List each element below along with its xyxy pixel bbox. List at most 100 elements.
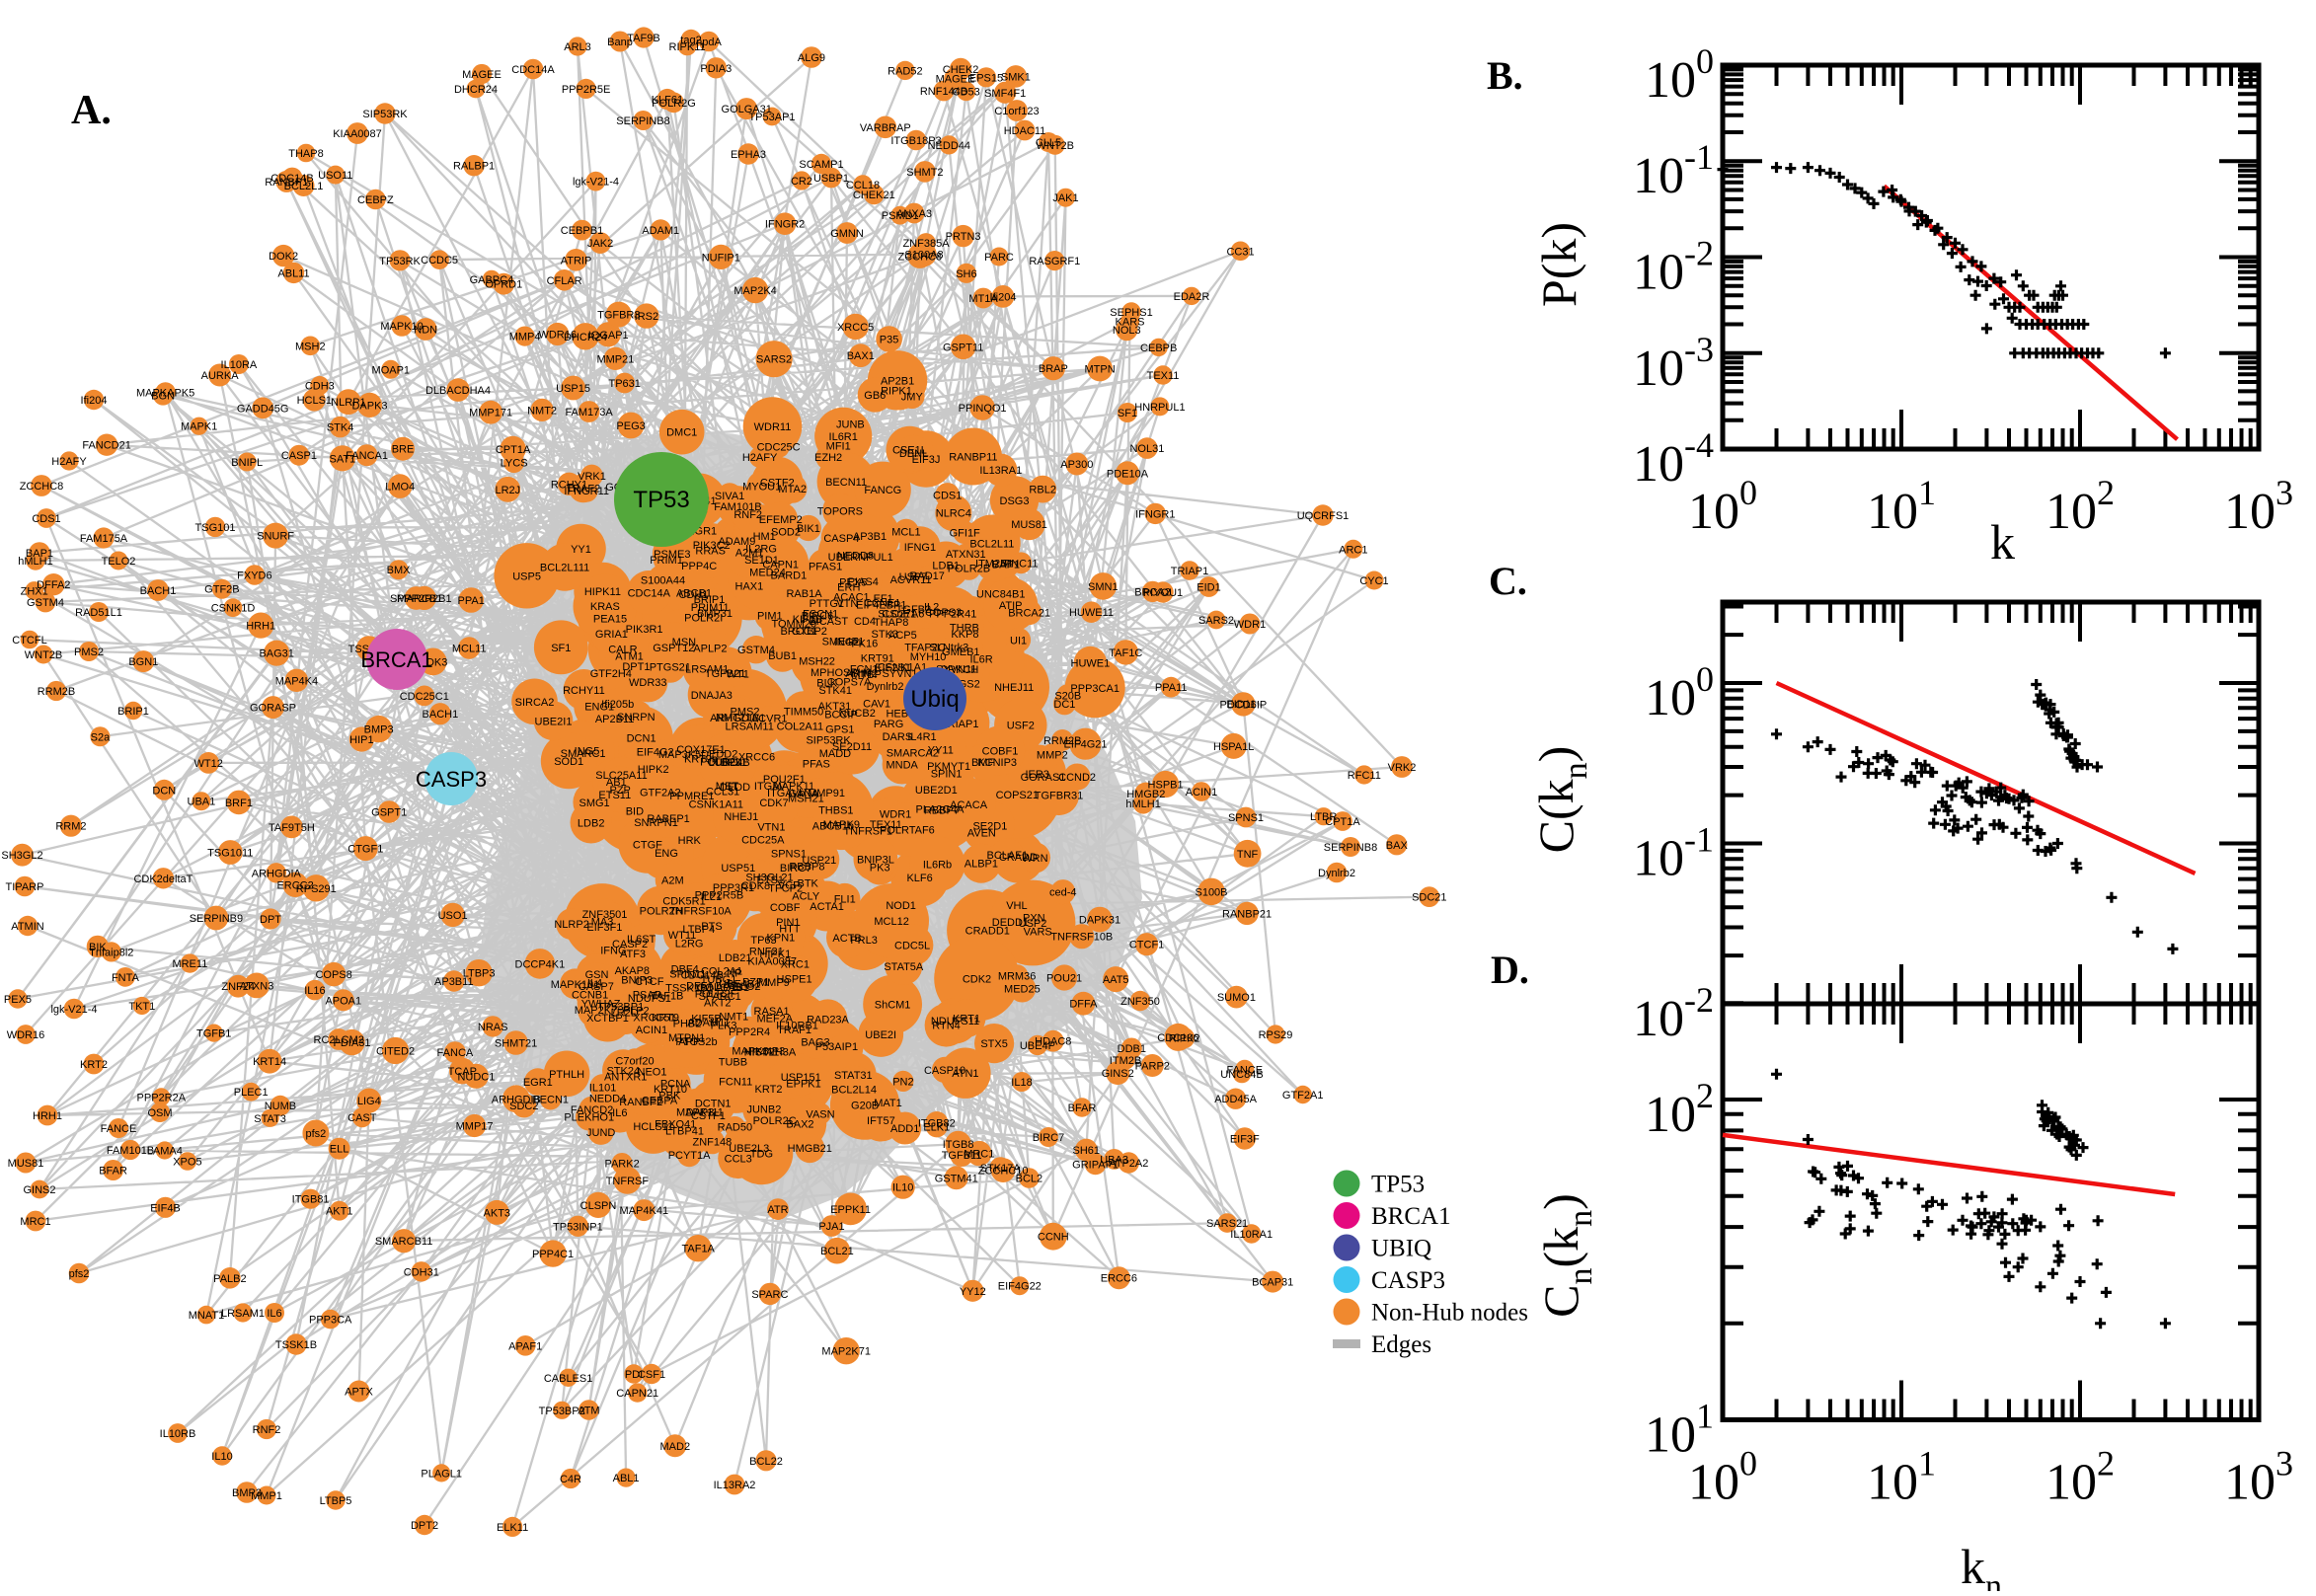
svg-text:WDR33: WDR33 xyxy=(629,677,667,689)
svg-text:DCN1: DCN1 xyxy=(627,733,656,745)
svg-text:PIN1: PIN1 xyxy=(776,917,800,929)
svg-text:MFI1: MFI1 xyxy=(826,441,851,453)
svg-text:UBERNPUL1: UBERNPUL1 xyxy=(828,552,893,564)
svg-text:SH6: SH6 xyxy=(956,268,976,280)
svg-text:ARIH2: ARIH2 xyxy=(845,668,877,680)
svg-text:GTF2A1: GTF2A1 xyxy=(1282,1090,1324,1102)
svg-text:GTF2B: GTF2B xyxy=(204,584,239,596)
svg-text:BAG3: BAG3 xyxy=(801,1036,829,1048)
svg-text:UBE2I1: UBE2I1 xyxy=(535,716,573,727)
svg-text:ARL3: ARL3 xyxy=(564,41,591,53)
svg-text:PDIA3: PDIA3 xyxy=(700,63,732,75)
svg-text:BRCA21: BRCA21 xyxy=(1008,607,1050,619)
svg-text:VCP: VCP xyxy=(778,879,801,891)
svg-text:EPPK11: EPPK11 xyxy=(830,1204,871,1216)
svg-text:FANCA: FANCA xyxy=(437,1047,474,1059)
svg-text:CDK2: CDK2 xyxy=(963,973,991,985)
svg-text:RANBP11: RANBP11 xyxy=(949,452,997,464)
svg-text:PDCD6IP: PDCD6IP xyxy=(1220,699,1268,711)
svg-text:TGFB11: TGFB11 xyxy=(942,1150,982,1162)
svg-text:CPT1A: CPT1A xyxy=(496,444,531,456)
svg-text:PTGS21: PTGS21 xyxy=(650,662,691,674)
svg-text:KRT14: KRT14 xyxy=(253,1056,286,1068)
svg-text:CD53: CD53 xyxy=(953,87,980,99)
svg-text:KPN1: KPN1 xyxy=(767,933,796,945)
svg-text:AURKA: AURKA xyxy=(201,370,240,382)
svg-text:UQCRFS1: UQCRFS1 xyxy=(1297,510,1350,522)
svg-text:NDN: NDN xyxy=(414,325,437,337)
svg-text:JUNB: JUNB xyxy=(836,419,865,431)
svg-text:WT11: WT11 xyxy=(668,930,697,942)
svg-text:Edges: Edges xyxy=(1371,1331,1431,1358)
svg-text:ITM2B: ITM2B xyxy=(1110,1055,1141,1067)
svg-text:RNF144B: RNF144B xyxy=(920,86,967,98)
svg-text:USP21: USP21 xyxy=(802,855,836,867)
svg-text:GINS2: GINS2 xyxy=(23,1184,55,1196)
svg-text:SLC25A11: SLC25A11 xyxy=(595,770,647,782)
svg-text:SMARC1: SMARC1 xyxy=(561,748,606,760)
svg-text:KRT1: KRT1 xyxy=(953,1014,980,1026)
svg-text:FAM173A: FAM173A xyxy=(565,407,613,418)
svg-text:NLRC4: NLRC4 xyxy=(936,508,971,520)
svg-text:ERCC2: ERCC2 xyxy=(276,879,313,891)
svg-text:RCHY1: RCHY1 xyxy=(551,479,587,491)
svg-text:BIRC6: BIRC6 xyxy=(802,610,833,622)
svg-text:PPMRE1: PPMRE1 xyxy=(669,791,714,802)
svg-text:CASP3: CASP3 xyxy=(416,767,487,792)
svg-text:ITGB81: ITGB81 xyxy=(292,1194,330,1206)
svg-text:EPS15: EPS15 xyxy=(969,72,1003,84)
svg-text:H2AFY: H2AFY xyxy=(742,452,778,464)
svg-text:WDR11: WDR11 xyxy=(754,421,792,433)
svg-text:TSG101: TSG101 xyxy=(195,522,236,534)
svg-text:ITGAVb: ITGAVb xyxy=(767,788,805,799)
svg-text:PLA2G4A: PLA2G4A xyxy=(916,803,965,815)
svg-text:ITGAV: ITGAV xyxy=(754,781,787,793)
svg-text:RANBP21: RANBP21 xyxy=(1222,908,1272,920)
svg-text:USP7: USP7 xyxy=(899,571,928,583)
svg-text:TRAF1: TRAF1 xyxy=(777,1025,811,1036)
svg-text:ATMIN: ATMIN xyxy=(11,921,43,933)
svg-text:RAD17: RAD17 xyxy=(909,570,944,582)
svg-text:NMT2: NMT2 xyxy=(527,405,557,417)
svg-text:SARS2: SARS2 xyxy=(756,354,792,366)
svg-text:EIF3F: EIF3F xyxy=(1230,1134,1260,1146)
svg-text:NOD1: NOD1 xyxy=(886,900,916,912)
svg-text:COL2A1: COL2A1 xyxy=(701,966,742,978)
svg-text:DMC1: DMC1 xyxy=(666,427,697,439)
svg-text:KIAA0087: KIAA0087 xyxy=(747,956,797,968)
svg-text:KRT2: KRT2 xyxy=(755,1084,783,1096)
svg-text:PSAP: PSAP xyxy=(633,989,661,1001)
svg-text:IFT57: IFT57 xyxy=(867,1115,895,1127)
svg-text:HNRPUL1: HNRPUL1 xyxy=(1134,402,1185,414)
svg-text:ATM1: ATM1 xyxy=(615,651,644,663)
svg-text:MAP4K41: MAP4K41 xyxy=(620,1205,669,1217)
svg-text:WDR1: WDR1 xyxy=(1234,619,1266,631)
svg-text:PFAS: PFAS xyxy=(803,759,830,771)
svg-text:TNF: TNF xyxy=(1237,849,1259,861)
svg-text:SHMT2: SHMT2 xyxy=(906,167,943,179)
svg-text:TGFBR3: TGFBR3 xyxy=(597,310,640,322)
svg-text:IL13RA2: IL13RA2 xyxy=(714,1480,756,1491)
svg-text:TGFBR31: TGFBR31 xyxy=(1035,791,1084,802)
svg-text:SPNS1: SPNS1 xyxy=(1228,812,1264,824)
svg-text:k: k xyxy=(1990,514,2015,570)
svg-text:PPP2R5B: PPP2R5B xyxy=(695,889,744,901)
svg-text:BIK: BIK xyxy=(89,942,107,953)
svg-text:NOL3: NOL3 xyxy=(1113,325,1141,337)
svg-text:Ifi205b: Ifi205b xyxy=(601,699,634,711)
svg-text:PNC11: PNC11 xyxy=(1004,558,1039,570)
svg-text:BCL21: BCL21 xyxy=(820,1246,854,1257)
svg-text:CASP10: CASP10 xyxy=(924,1065,965,1077)
svg-text:ADD45A: ADD45A xyxy=(1214,1094,1257,1105)
svg-text:MAPKAPK5: MAPKAPK5 xyxy=(136,387,194,399)
svg-text:MSH22: MSH22 xyxy=(799,656,835,668)
svg-text:NEO1: NEO1 xyxy=(638,1067,667,1079)
svg-text:GOLGA3: GOLGA3 xyxy=(697,982,741,994)
svg-text:USP15: USP15 xyxy=(556,383,590,395)
svg-text:PIYOU1: PIYOU1 xyxy=(1143,587,1183,599)
svg-text:SIP53RK: SIP53RK xyxy=(806,735,851,747)
svg-text:KLF6: KLF6 xyxy=(906,873,932,884)
svg-text:TP53BP1: TP53BP1 xyxy=(597,1002,644,1014)
svg-text:PDIA31: PDIA31 xyxy=(334,1037,371,1049)
svg-text:MMP9: MMP9 xyxy=(758,977,790,989)
